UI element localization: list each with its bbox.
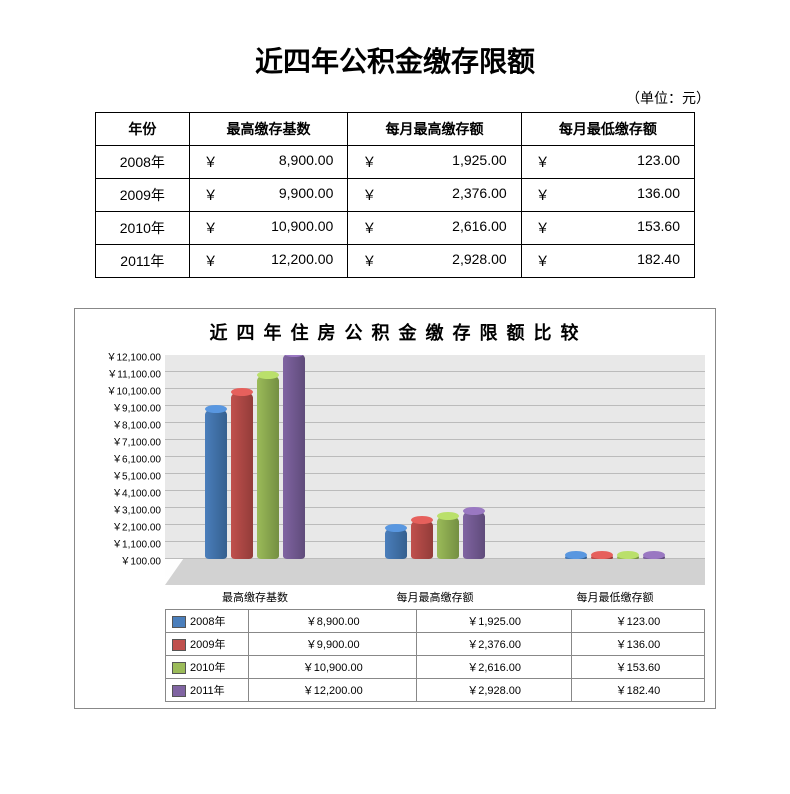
legend-row: 2010年￥10,900.00￥2,616.00￥153.60 — [166, 656, 705, 679]
x-category-label: 最高缴存基数 — [165, 585, 345, 609]
legend-cell: ￥136.00 — [571, 633, 704, 656]
y-tick: ￥11,100.00 — [107, 366, 161, 381]
legend-cell: ￥2,376.00 — [417, 633, 571, 656]
legend-cell: ￥8,900.00 — [249, 610, 417, 633]
cell-max: ￥2,616.00 — [348, 212, 521, 245]
cell-year: 2008年 — [96, 146, 190, 179]
legend-cell: ￥2,928.00 — [417, 679, 571, 702]
bar-group — [345, 355, 525, 559]
col-year: 年份 — [96, 113, 190, 146]
cell-year: 2010年 — [96, 212, 190, 245]
unit-label: （单位：元） — [80, 88, 710, 108]
legend-series: 2011年 — [166, 679, 249, 702]
bar — [205, 409, 227, 559]
bar-group — [165, 355, 345, 559]
y-tick: ￥4,100.00 — [112, 485, 161, 500]
legend-row: 2011年￥12,200.00￥2,928.00￥182.40 — [166, 679, 705, 702]
legend-row: 2009年￥9,900.00￥2,376.00￥136.00 — [166, 633, 705, 656]
chart-floor — [165, 559, 705, 585]
y-tick: ￥8,100.00 — [112, 417, 161, 432]
cell-year: 2011年 — [96, 245, 190, 278]
y-tick: ￥5,100.00 — [112, 468, 161, 483]
plot-wrap: ￥100.00 ￥1,100.00 ￥2,100.00 ￥3,100.00 ￥4,100… — [85, 355, 705, 585]
legend-series: 2010年 — [166, 656, 249, 679]
bar — [565, 555, 587, 559]
y-tick: ￥1,100.00 — [112, 536, 161, 551]
page: 近四年公积金缴存限额 （单位：元） 年份 最高缴存基数 每月最高缴存额 每月最低… — [0, 0, 790, 709]
y-tick: ￥12,100.00 — [107, 349, 162, 364]
y-tick: ￥9,100.00 — [112, 400, 161, 415]
table-header-row: 年份 最高缴存基数 每月最高缴存额 每月最低缴存额 — [96, 113, 695, 146]
col-min: 每月最低缴存额 — [521, 113, 694, 146]
plot-area — [165, 355, 705, 585]
x-category-label: 每月最低缴存额 — [525, 585, 705, 609]
bar — [463, 511, 485, 559]
bar — [231, 392, 253, 559]
data-table: 年份 最高缴存基数 每月最高缴存额 每月最低缴存额 2008年￥8,900.00… — [95, 112, 695, 278]
legend-cell: ￥12,200.00 — [249, 679, 417, 702]
legend-cell: ￥123.00 — [571, 610, 704, 633]
y-tick: ￥10,100.00 — [107, 383, 162, 398]
bar — [591, 555, 613, 559]
legend-row: 2008年￥8,900.00￥1,925.00￥123.00 — [166, 610, 705, 633]
chart-title: 近 四 年 住 房 公 积 金 缴 存 限 额 比 较 — [85, 319, 705, 345]
cell-min: ￥153.60 — [521, 212, 694, 245]
y-axis: ￥100.00 ￥1,100.00 ￥2,100.00 ￥3,100.00 ￥4,100… — [85, 355, 165, 585]
cell-base: ￥9,900.00 — [189, 179, 348, 212]
bars-layer — [165, 355, 705, 559]
legend-series: 2008年 — [166, 610, 249, 633]
bar — [617, 555, 639, 559]
bar — [385, 528, 407, 559]
cell-min: ￥123.00 — [521, 146, 694, 179]
legend-cell: ￥9,900.00 — [249, 633, 417, 656]
y-tick: ￥3,100.00 — [112, 502, 161, 517]
legend-series: 2009年 — [166, 633, 249, 656]
bar — [643, 555, 665, 559]
bar — [283, 355, 305, 559]
table-row: 2011年￥12,200.00￥2,928.00￥182.40 — [96, 245, 695, 278]
legend-cell: ￥153.60 — [571, 656, 704, 679]
y-tick: ￥6,100.00 — [112, 451, 161, 466]
table-row: 2010年￥10,900.00￥2,616.00￥153.60 — [96, 212, 695, 245]
cell-base: ￥8,900.00 — [189, 146, 348, 179]
page-title: 近四年公积金缴存限额 — [0, 40, 790, 80]
y-tick: ￥7,100.00 — [112, 434, 161, 449]
bar — [437, 516, 459, 559]
legend-cell: ￥1,925.00 — [417, 610, 571, 633]
cell-max: ￥2,376.00 — [348, 179, 521, 212]
legend-table: 2008年￥8,900.00￥1,925.00￥123.002009年￥9,90… — [165, 609, 705, 702]
table-row: 2009年￥9,900.00￥2,376.00￥136.00 — [96, 179, 695, 212]
y-tick: ￥100.00 — [120, 553, 161, 568]
bar-group — [525, 355, 705, 559]
cell-year: 2009年 — [96, 179, 190, 212]
col-base: 最高缴存基数 — [189, 113, 348, 146]
bar — [411, 520, 433, 559]
cell-base: ￥10,900.00 — [189, 212, 348, 245]
legend-cell: ￥2,616.00 — [417, 656, 571, 679]
col-max: 每月最高缴存额 — [348, 113, 521, 146]
chart-container: 近 四 年 住 房 公 积 金 缴 存 限 额 比 较 ￥100.00 ￥1,10… — [74, 308, 716, 709]
bar — [257, 375, 279, 559]
cell-max: ￥2,928.00 — [348, 245, 521, 278]
table-row: 2008年￥8,900.00￥1,925.00￥123.00 — [96, 146, 695, 179]
x-category-label: 每月最高缴存额 — [345, 585, 525, 609]
cell-min: ￥136.00 — [521, 179, 694, 212]
legend-cell: ￥182.40 — [571, 679, 704, 702]
cell-base: ￥12,200.00 — [189, 245, 348, 278]
cell-max: ￥1,925.00 — [348, 146, 521, 179]
x-categories: 最高缴存基数每月最高缴存额每月最低缴存额 — [165, 585, 705, 609]
legend-cell: ￥10,900.00 — [249, 656, 417, 679]
y-tick: ￥2,100.00 — [112, 519, 161, 534]
cell-min: ￥182.40 — [521, 245, 694, 278]
